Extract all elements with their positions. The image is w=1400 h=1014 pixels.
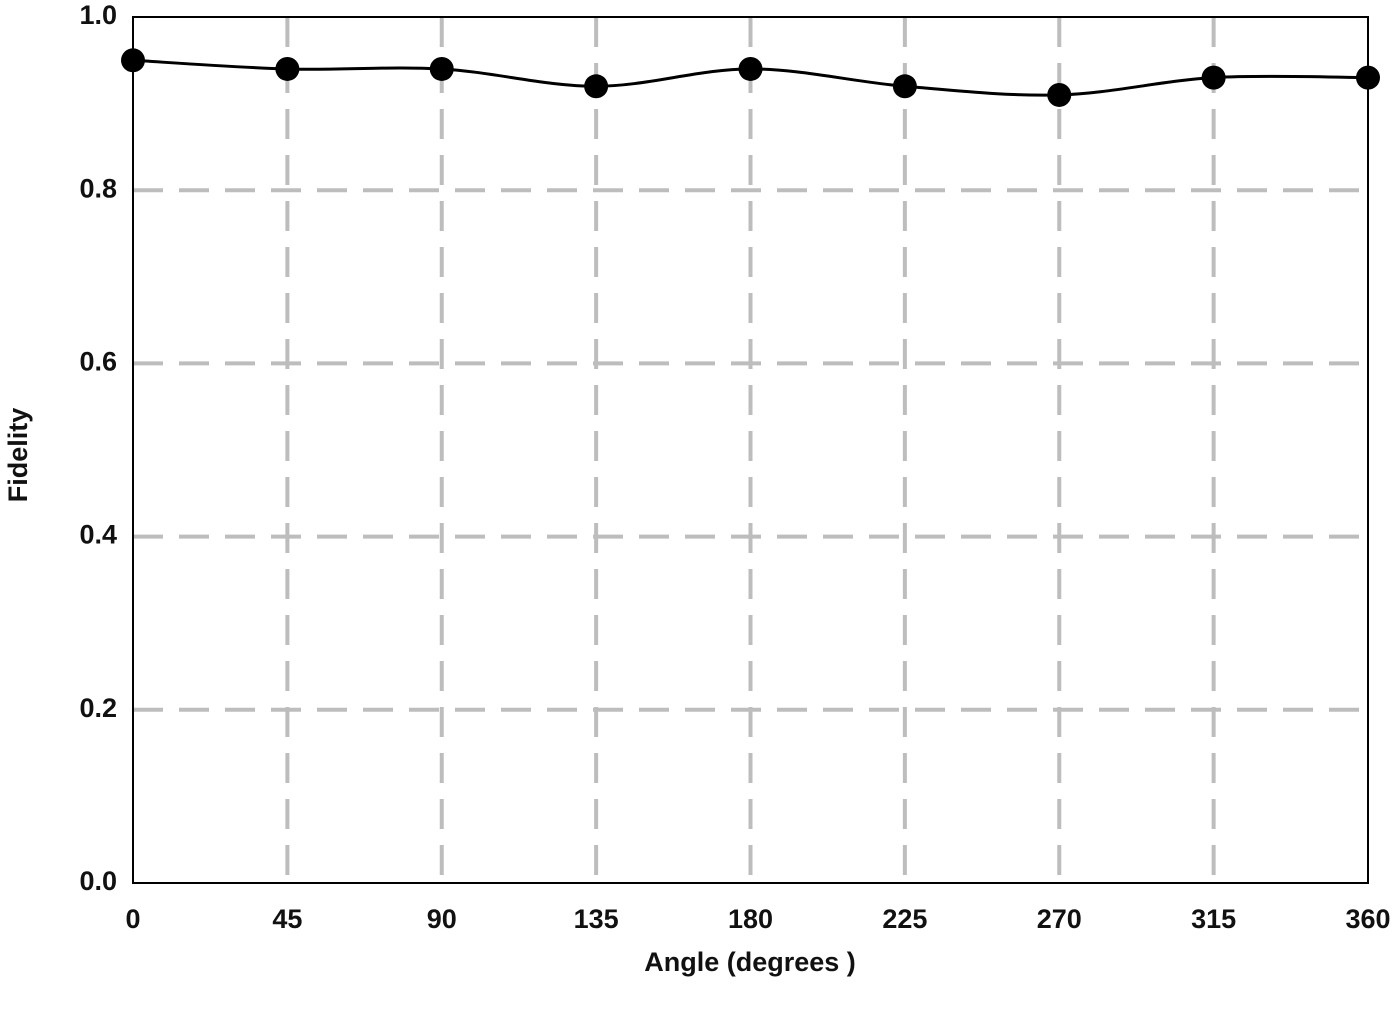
x-tick-label: 315 bbox=[1191, 904, 1236, 934]
data-point bbox=[429, 56, 454, 81]
plot-frame bbox=[132, 16, 1369, 884]
x-tick-label: 0 bbox=[125, 904, 140, 934]
y-tick-label: 0.4 bbox=[79, 520, 117, 550]
y-tick-label: 1.0 bbox=[79, 0, 117, 30]
data-point bbox=[1047, 82, 1072, 107]
x-tick-label: 90 bbox=[427, 904, 457, 934]
y-tick-label: 0.8 bbox=[79, 173, 117, 203]
data-point bbox=[121, 48, 145, 73]
x-tick-label: 135 bbox=[574, 904, 619, 934]
data-point bbox=[275, 56, 300, 81]
y-tick-label: 0.6 bbox=[79, 347, 117, 377]
x-tick-label: 45 bbox=[272, 904, 302, 934]
x-tick-label: 180 bbox=[728, 904, 773, 934]
x-tick-label: 225 bbox=[882, 904, 927, 934]
y-tick-label: 0.2 bbox=[79, 693, 117, 723]
grid bbox=[133, 17, 1368, 883]
y-tick-label: 0.0 bbox=[79, 866, 117, 896]
x-tick-label: 270 bbox=[1037, 904, 1082, 934]
x-axis-label: Angle (degrees ) bbox=[644, 947, 856, 977]
data-point bbox=[738, 56, 763, 81]
data-point bbox=[1356, 65, 1380, 90]
y-axis-label: Fidelity bbox=[3, 408, 33, 503]
data-point bbox=[584, 74, 609, 99]
x-tick-label: 360 bbox=[1345, 904, 1390, 934]
data-point bbox=[892, 74, 917, 99]
data-point bbox=[1201, 65, 1226, 90]
